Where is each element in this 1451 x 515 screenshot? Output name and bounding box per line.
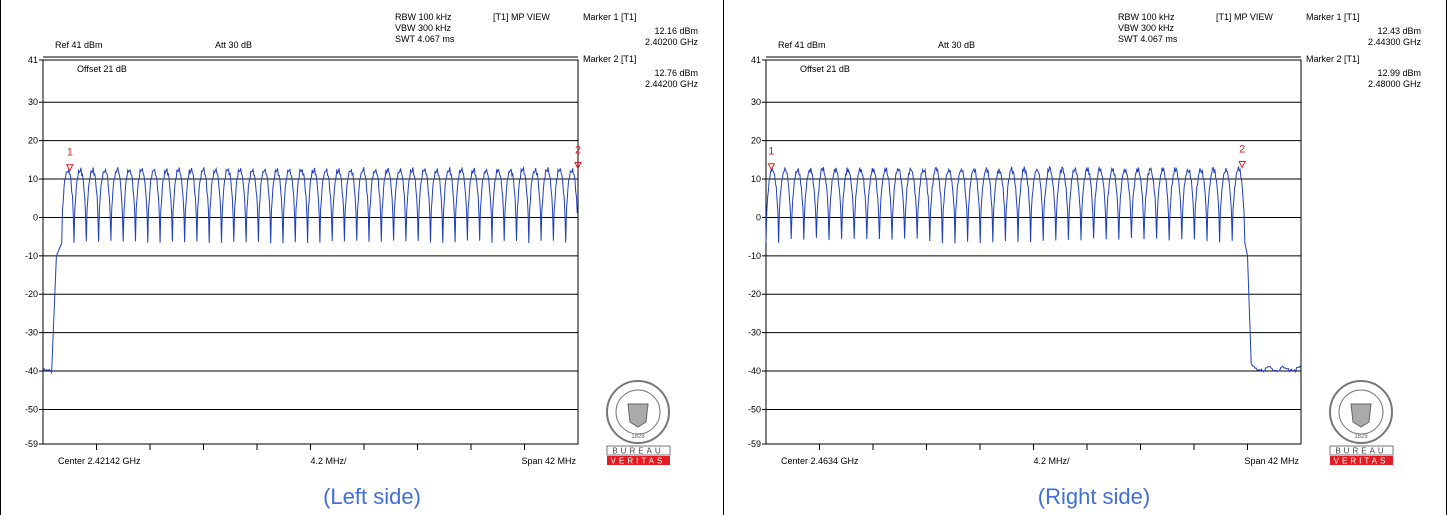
ref-level: Ref 41 dBm xyxy=(55,40,103,50)
marker-info-label-2: Marker 2 [T1] xyxy=(1306,54,1360,64)
marker-info-freq-1: 2.44300 GHz xyxy=(1368,37,1422,47)
ytick-label-20: 20 xyxy=(28,136,38,146)
ytick-label-30: 30 xyxy=(751,97,761,107)
logo-text-bottom: VERITAS xyxy=(611,457,666,466)
marker-number-1: 1 xyxy=(67,147,73,159)
logo-shield-icon xyxy=(627,403,649,428)
marker-number-2: 2 xyxy=(1239,144,1245,156)
marker-triangle-2 xyxy=(1238,161,1246,169)
ytick-label--10: -10 xyxy=(25,251,38,261)
ytick-label-30: 30 xyxy=(28,97,38,107)
marker-info-level-1: 12.43 dBm xyxy=(1377,26,1421,36)
ytick-label-10: 10 xyxy=(751,174,761,184)
attenuation: Att 30 dB xyxy=(215,40,252,50)
ytick-label--50: -50 xyxy=(25,404,38,414)
trace-label: [T1] MP VIEW xyxy=(1216,12,1273,22)
setting-0: RBW 100 kHz xyxy=(395,12,452,22)
logo-shield-icon xyxy=(1350,403,1372,428)
marker-triangle-1 xyxy=(65,164,74,172)
divider-right xyxy=(1446,0,1447,515)
marker-info-level-1: 12.16 dBm xyxy=(654,26,698,36)
offset-label: Offset 21 dB xyxy=(800,64,850,74)
trace-label: [T1] MP VIEW xyxy=(493,12,550,22)
marker-info-freq-1: 2.40200 GHz xyxy=(645,37,699,47)
marker-info-label-2: Marker 2 [T1] xyxy=(583,54,637,64)
divider-middle xyxy=(723,0,724,515)
logo-top-box xyxy=(606,445,671,456)
ytick-label--10: -10 xyxy=(748,251,761,261)
ytick-label-41: 41 xyxy=(28,55,38,65)
marker-info-freq-2: 2.48000 GHz xyxy=(1368,79,1422,89)
logo-text-top: BUREAU xyxy=(612,447,663,456)
logo-text-top: BUREAU xyxy=(1335,447,1386,456)
offset-label: Offset 21 dB xyxy=(77,64,127,74)
setting-1: VBW 300 kHz xyxy=(1118,23,1175,33)
marker-number-1: 1 xyxy=(768,146,774,158)
marker-info-label-1: Marker 1 [T1] xyxy=(1306,12,1360,22)
setting-2: SWT 4.067 ms xyxy=(395,34,455,44)
ref-level: Ref 41 dBm xyxy=(778,40,826,50)
div-label: 4.2 MHz/ xyxy=(1033,456,1070,466)
span-label: Span 42 MHz xyxy=(1244,456,1299,466)
attenuation: Att 30 dB xyxy=(938,40,975,50)
ytick-label--30: -30 xyxy=(748,328,761,338)
setting-1: VBW 300 kHz xyxy=(395,23,452,33)
trace-line xyxy=(42,166,578,375)
center-frequency: Center 2.42142 GHz xyxy=(58,456,141,466)
center-frequency: Center 2.4634 GHz xyxy=(781,456,859,466)
marker-triangle-2 xyxy=(574,161,582,170)
ytick-label-41: 41 xyxy=(751,55,761,65)
marker-triangle-1 xyxy=(767,163,776,171)
ytick-label-20: 20 xyxy=(751,136,761,146)
ytick-label--40: -40 xyxy=(25,366,38,376)
marker-info-level-2: 12.99 dBm xyxy=(1377,68,1421,78)
div-label: 4.2 MHz/ xyxy=(310,456,347,466)
trace-line xyxy=(765,165,1302,374)
ytick-label--20: -20 xyxy=(748,289,761,299)
ytick-label-0: 0 xyxy=(756,212,761,222)
ytick-label--40: -40 xyxy=(748,366,761,376)
plot-frame xyxy=(42,59,579,445)
setting-2: SWT 4.067 ms xyxy=(1118,34,1178,44)
logo-seal-year: 1828 xyxy=(1354,434,1368,440)
logo-seal-year: 1828 xyxy=(631,434,645,440)
ytick-label-10: 10 xyxy=(28,174,38,184)
ytick-label--59: -59 xyxy=(25,439,38,449)
span-label: Span 42 MHz xyxy=(521,456,576,466)
marker-info-freq-2: 2.44200 GHz xyxy=(645,79,699,89)
logo-seal-inner xyxy=(1338,389,1384,435)
logo-bottom-box xyxy=(607,456,670,465)
divider-left xyxy=(0,0,1,515)
ytick-label--59: -59 xyxy=(748,439,761,449)
marker-info-label-1: Marker 1 [T1] xyxy=(583,12,637,22)
logo-text-bottom: VERITAS xyxy=(1334,457,1389,466)
ytick-label--30: -30 xyxy=(25,328,38,338)
ytick-label--50: -50 xyxy=(748,404,761,414)
ytick-label--20: -20 xyxy=(25,289,38,299)
logo-top-box xyxy=(1329,445,1394,456)
marker-number-2: 2 xyxy=(575,144,581,156)
caption-left: (Left side) xyxy=(323,484,421,509)
ytick-label-0: 0 xyxy=(33,212,38,222)
logo-bottom-box xyxy=(1330,456,1393,465)
plot-frame xyxy=(765,59,1302,445)
marker-info-level-2: 12.76 dBm xyxy=(654,68,698,78)
caption-right: (Right side) xyxy=(1037,484,1151,509)
logo-seal-inner xyxy=(615,389,661,435)
setting-0: RBW 100 kHz xyxy=(1118,12,1175,22)
